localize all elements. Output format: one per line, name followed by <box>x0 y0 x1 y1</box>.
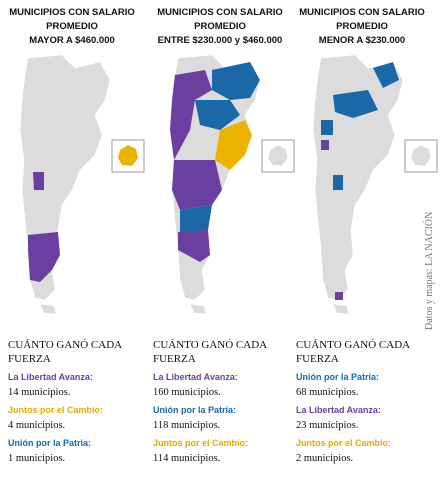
municipality-count: 4 municipios. <box>8 420 65 431</box>
credit: Datos y mapas: LA NACIÓN <box>423 212 435 330</box>
map-2 <box>169 54 295 315</box>
column-title: MAYOR A $460.000 <box>29 35 115 46</box>
section-heading: CUÁNTO GANÓ CADA <box>296 339 410 351</box>
municipality-count: 14 municipios. <box>8 387 70 398</box>
party-name: Unión por la Patria: <box>8 438 91 448</box>
map-1 <box>19 54 145 315</box>
column-title: MUNICIPIOS CON SALARIO <box>157 7 283 18</box>
party-name: Juntos por el Cambio: <box>8 405 103 415</box>
column-title: MUNICIPIOS CON SALARIO <box>299 7 425 18</box>
column-title: PROMEDIO <box>336 21 388 32</box>
municipality-count: 1 municipios. <box>8 453 65 464</box>
party-name: Juntos por el Cambio: <box>153 438 248 448</box>
party-name: Unión por la Patria: <box>153 405 236 415</box>
section-heading: CUÁNTO GANÓ CADA <box>153 339 267 351</box>
municipality-count: 23 municipios. <box>296 420 358 431</box>
party-name: La Libertad Avanza: <box>8 372 93 382</box>
section-heading: CUÁNTO GANÓ CADA <box>8 339 122 351</box>
municipality-count: 114 municipios. <box>153 453 220 464</box>
section-heading: FUERZA <box>153 353 196 365</box>
column-title: ENTRE $230.000 y $460.000 <box>158 35 283 46</box>
party-name: La Libertad Avanza: <box>153 372 238 382</box>
party-name: La Libertad Avanza: <box>296 405 381 415</box>
section-heading: FUERZA <box>296 353 339 365</box>
map-3 <box>312 54 438 315</box>
party-name: Juntos por el Cambio: <box>296 438 391 448</box>
column-title: MUNICIPIOS CON SALARIO <box>9 7 135 18</box>
municipality-count: 68 municipios. <box>296 387 358 398</box>
municipality-count: 160 municipios. <box>153 387 221 398</box>
column-title: PROMEDIO <box>46 21 98 32</box>
party-name: Unión por la Patria: <box>296 372 379 382</box>
section-heading: FUERZA <box>8 353 51 365</box>
municipality-count: 118 municipios. <box>153 420 220 431</box>
municipality-count: 2 municipios. <box>296 453 353 464</box>
column-title: MENOR A $230.000 <box>319 35 405 46</box>
column-title: PROMEDIO <box>194 21 246 32</box>
